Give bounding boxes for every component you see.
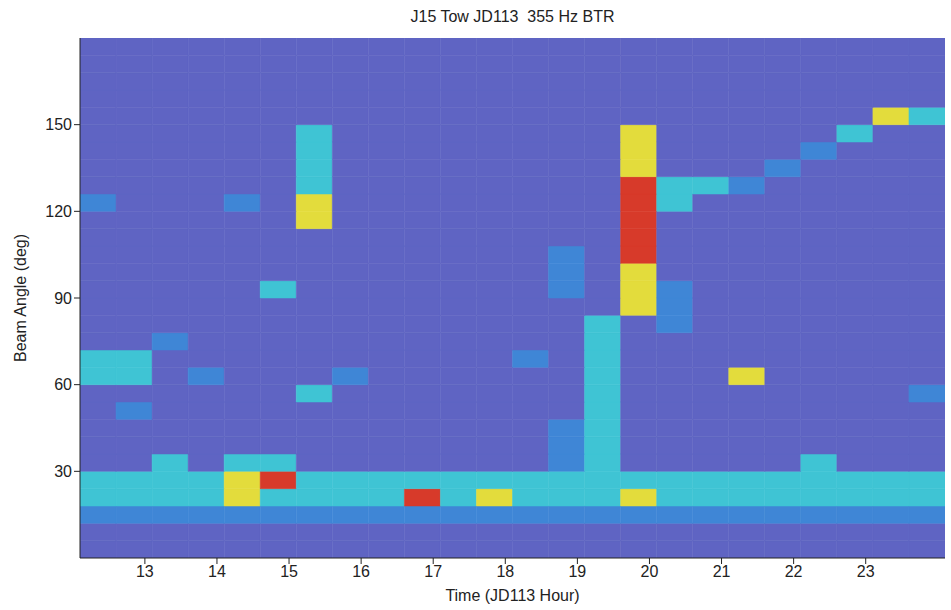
svg-text:90: 90 [54, 290, 72, 307]
html-text:J15 Tow JD113 355 Hz BTR: J15 Tow JD113 355 Hz BTR [410, 8, 615, 25]
svg-text:150: 150 [45, 116, 72, 133]
svg-text:60: 60 [54, 376, 72, 393]
svg-text:14: 14 [208, 563, 226, 580]
svg-text:16: 16 [352, 563, 370, 580]
svg-text:13: 13 [136, 563, 154, 580]
svg-text:120: 120 [45, 203, 72, 220]
svg-text:Time (JD113 Hour): Time (JD113 Hour) [445, 587, 579, 604]
svg-text:15: 15 [280, 563, 298, 580]
svg-text:19: 19 [568, 563, 586, 580]
svg-text:30: 30 [54, 463, 72, 480]
svg-text:18: 18 [496, 563, 514, 580]
svg-text:22: 22 [785, 563, 803, 580]
svg-text:23: 23 [857, 563, 875, 580]
svg-text:Beam Angle (deg): Beam Angle (deg) [12, 234, 29, 362]
svg-text:17: 17 [424, 563, 442, 580]
svg-text:20: 20 [641, 563, 659, 580]
svg-text:21: 21 [713, 563, 731, 580]
